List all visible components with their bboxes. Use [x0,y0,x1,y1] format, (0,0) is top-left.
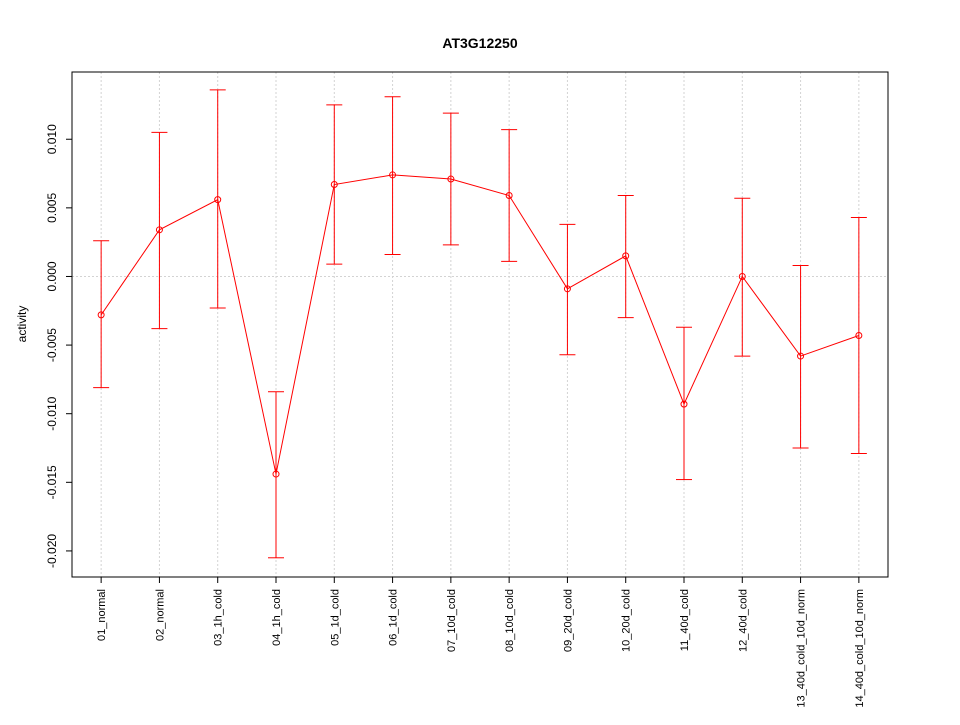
y-tick-label: 0.005 [45,193,59,223]
series-line [100,174,860,475]
y-tick-label: 0.000 [45,261,59,291]
data-points [97,171,863,478]
y-axis-label: activity [15,306,29,343]
x-tick-label: 01_normal [96,589,108,641]
data-point [738,272,746,280]
x-tick-label: 07_10d_cold [446,589,458,652]
y-tick-label: -0.015 [45,465,59,499]
x-tick-label: 12_40d_cold [737,589,749,652]
data-point [505,192,513,200]
data-point [563,285,571,293]
x-tick-label: 13_40d_cold_10d_norm [796,589,808,708]
x-tick-label: 05_1d_cold [329,589,341,646]
y-tick-label: 0.010 [45,124,59,154]
plot-frame [71,71,889,578]
data-point [155,226,163,234]
x-tick-label: 11_40d_cold [679,589,691,651]
x-tick-label: 09_20d_cold [562,589,574,652]
chart-title: AT3G12250 [442,35,517,51]
y-tick-label: -0.005 [45,328,59,362]
data-point [622,252,630,260]
grid [72,72,888,577]
data-point [272,470,280,478]
x-tick-label: 06_1d_cold [388,589,400,646]
data-point [680,400,688,408]
series-polyline [100,174,860,475]
data-point [97,311,105,319]
x-tick-label: 03_1h_cold [213,589,225,646]
data-point [330,181,338,189]
x-axis: 01_normal 02_normal 03_1h_cold 04_1h_cold 05… [96,576,866,708]
x-tick-label: 02_normal [154,589,166,641]
y-tick-label: -0.020 [45,534,59,568]
data-point [447,175,455,183]
data-point [214,196,222,204]
data-point [855,331,863,339]
y-axis: -0.020 -0.015 -0.010 -0.005 0.000 0.005 0.010 [45,124,73,568]
y-tick-label: -0.010 [45,396,59,430]
data-point [797,352,805,360]
x-tick-label: 04_1h_cold [271,589,283,646]
x-tick-label: 10_20d_cold [621,589,633,652]
x-tick-label: 14_40d_cold_10d_norm [854,589,866,708]
error-bars [93,89,867,559]
x-tick-label: 08_10d_cold [504,589,516,652]
data-point [389,171,397,179]
